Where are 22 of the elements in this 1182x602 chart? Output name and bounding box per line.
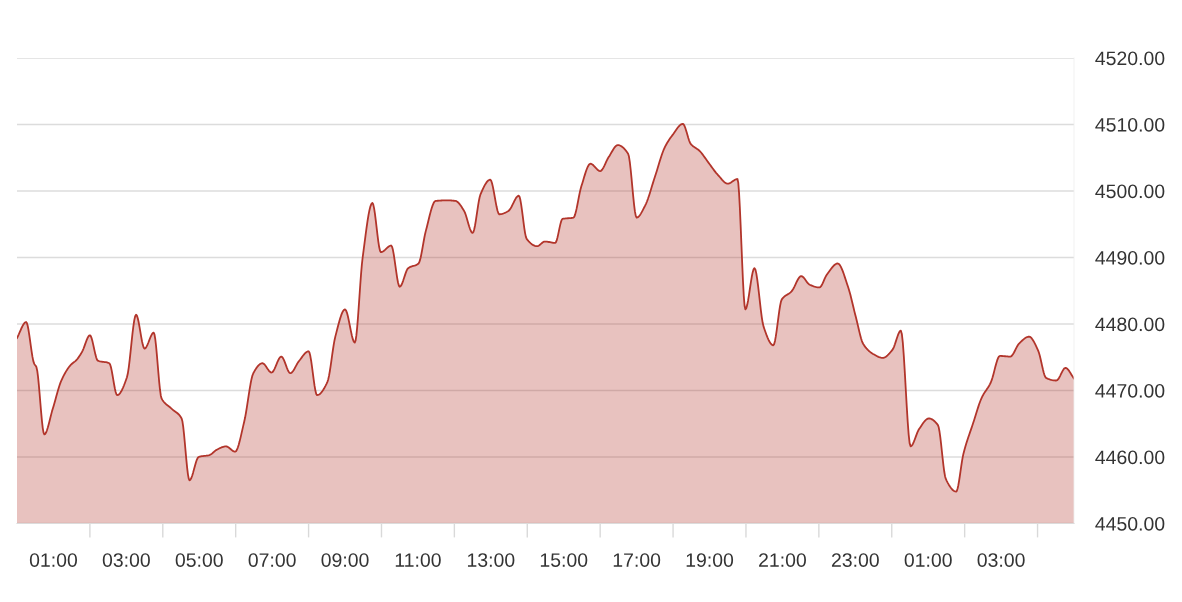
y-tick-label: 4470.00 xyxy=(1095,383,1165,398)
y-tick-label: 4520.00 xyxy=(1095,51,1165,66)
x-tick-label: 05:00 xyxy=(175,553,223,567)
x-tick-label: 15:00 xyxy=(540,553,588,567)
x-tick-label: 21:00 xyxy=(759,553,806,567)
y-tick-label: 4450.00 xyxy=(1095,516,1165,531)
y-tick-label: 4510.00 xyxy=(1095,117,1165,132)
x-tick-label: 01:00 xyxy=(904,553,952,567)
x-tick-label: 07:00 xyxy=(248,553,296,567)
x-tick-label: 11:00 xyxy=(395,553,441,567)
y-tick-label: 4490.00 xyxy=(1095,250,1165,265)
y-tick-label: 4460.00 xyxy=(1095,450,1165,465)
y-tick-label: 4480.00 xyxy=(1095,317,1165,332)
x-tick-label: 23:00 xyxy=(831,553,879,567)
x-tick-label: 13:00 xyxy=(467,553,515,567)
x-tick-label: 09:00 xyxy=(321,553,369,567)
x-tick-label: 19:00 xyxy=(686,553,734,567)
x-tick-label: 03:00 xyxy=(977,553,1025,567)
x-tick-label: 03:00 xyxy=(102,553,150,567)
x-tick-label: 17:00 xyxy=(613,553,661,567)
x-tick-label: 01:00 xyxy=(29,553,78,567)
y-tick-label: 4500.00 xyxy=(1095,184,1165,199)
